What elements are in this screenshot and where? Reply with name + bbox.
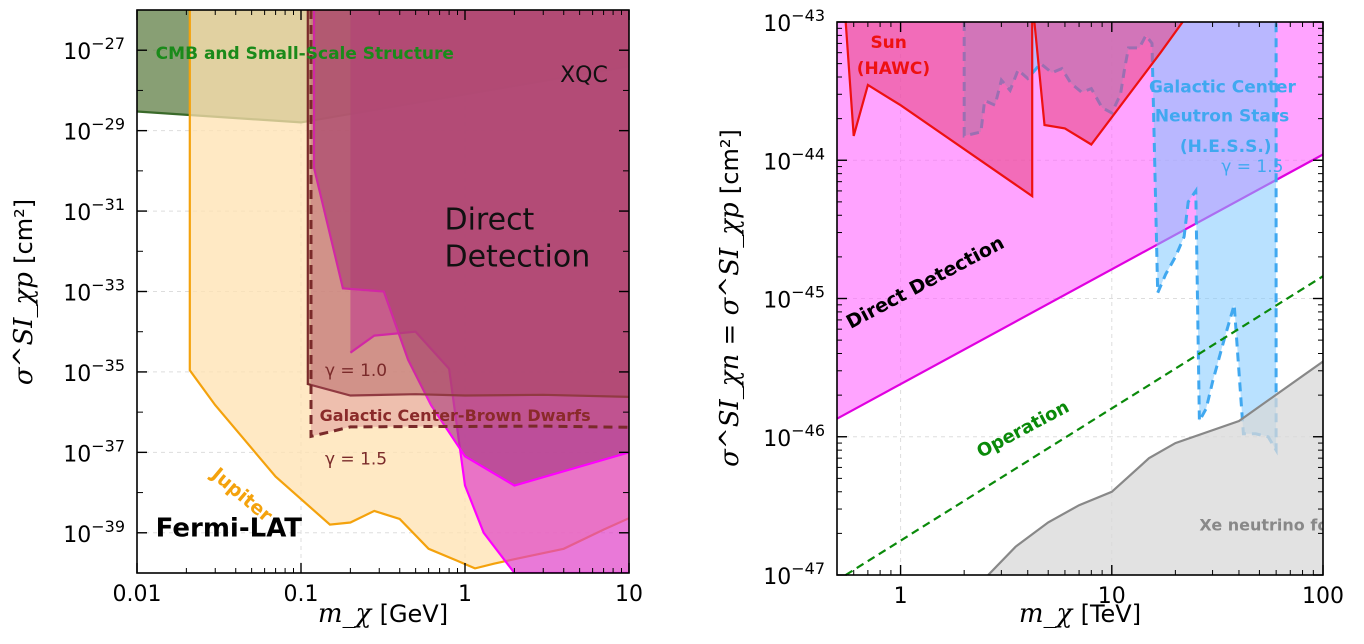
- y-tick-label: 10−47: [763, 559, 825, 590]
- region-galactic-center-neutron-stars-h-e-s-s-1-5: [964, 22, 1323, 451]
- x-tick-label: 10: [615, 582, 643, 607]
- annotation-sun: Sun: [870, 33, 906, 53]
- line-operation: [845, 275, 1323, 575]
- annotation-neutron-stars: Neutron Stars: [1155, 107, 1289, 127]
- x-axis-label: m_χ [TeV]: [1019, 599, 1141, 629]
- y-tick-label: 10−45: [763, 283, 825, 314]
- annotation-1-0: γ = 1.0: [325, 361, 387, 381]
- y-tick-label: 10−27: [63, 34, 125, 65]
- x-tick-label: 0.1: [284, 582, 319, 607]
- y-tick-label: 10−35: [63, 356, 125, 387]
- y-tick-label: 10−44: [763, 144, 825, 175]
- annotation-galactic-center: Galactic Center: [1149, 77, 1297, 97]
- region-galactic-center-brown-dwarfs-1-0: [307, 10, 629, 397]
- annotation-xe-neutrino-fog: Xe neutrino fog: [1199, 515, 1339, 534]
- boundary-xe-neutrino-fog: [987, 360, 1323, 575]
- y-tick-label: 10−29: [63, 115, 125, 146]
- region-direct-detection: [314, 10, 629, 486]
- y-tick-label: 10−37: [63, 436, 125, 467]
- y-tick-label: 10−31: [63, 195, 125, 226]
- y-tick-label: 10−33: [63, 276, 125, 307]
- y-tick-label: 10−43: [763, 6, 825, 37]
- left-chart: CMB and Small-Scale Structure XQC DirectDe…: [9, 9, 643, 629]
- boundary-galactic-center-brown-dwarfs-1-5: [309, 10, 629, 439]
- y-tick-label: 10−46: [763, 421, 825, 452]
- annotation-cmb-and-small-scale-structure: CMB and Small-Scale Structure: [156, 44, 454, 64]
- region-xe-neutrino-fog: [988, 361, 1323, 575]
- annotation-hawc: (HAWC): [857, 59, 930, 79]
- annotation-1-5: γ = 1.5: [1221, 157, 1283, 177]
- x-tick-label: 10: [1098, 584, 1126, 609]
- boundary-direct-detection: [312, 10, 629, 487]
- y-axis-label: σ^SI_χn = σ^SI_χp [cm²]: [715, 129, 745, 467]
- x-tick-label: 1: [458, 582, 472, 607]
- x-tick-label: 100: [1302, 584, 1344, 609]
- y-tick-label: 10−39: [63, 517, 125, 548]
- annotation-galactic-center-brown-dwarfs: Galactic Center-Brown Dwarfs: [320, 406, 591, 425]
- x-tick-label: 1: [894, 584, 908, 609]
- x-axis-label: m_χ [GeV]: [318, 599, 448, 629]
- annotation-direct: Direct: [445, 202, 535, 237]
- region-galactic-center-brown-dwarfs-1-5: [311, 10, 629, 437]
- region-sun-hawc: [845, 22, 1183, 197]
- x-tick-label: 0.01: [113, 582, 162, 607]
- annotation-xqc: XQC: [560, 63, 608, 88]
- y-axis-label: σ^SI_χp [cm²]: [9, 199, 39, 385]
- boundary-galactic-center-brown-dwarfs-1-0: [306, 10, 629, 398]
- right-chart: Sun (HAWC) Galactic Center Neutron Stars (H.…: [715, 6, 1344, 629]
- boundary-sun-hawc: [844, 22, 1184, 199]
- annotation-detection: Detection: [445, 239, 591, 274]
- annotation-h-e-s-s: (H.E.S.S.): [1180, 137, 1272, 157]
- annotation-fermi-lat: Fermi-LAT: [156, 514, 303, 544]
- annotation-1-5: γ = 1.5: [325, 449, 387, 469]
